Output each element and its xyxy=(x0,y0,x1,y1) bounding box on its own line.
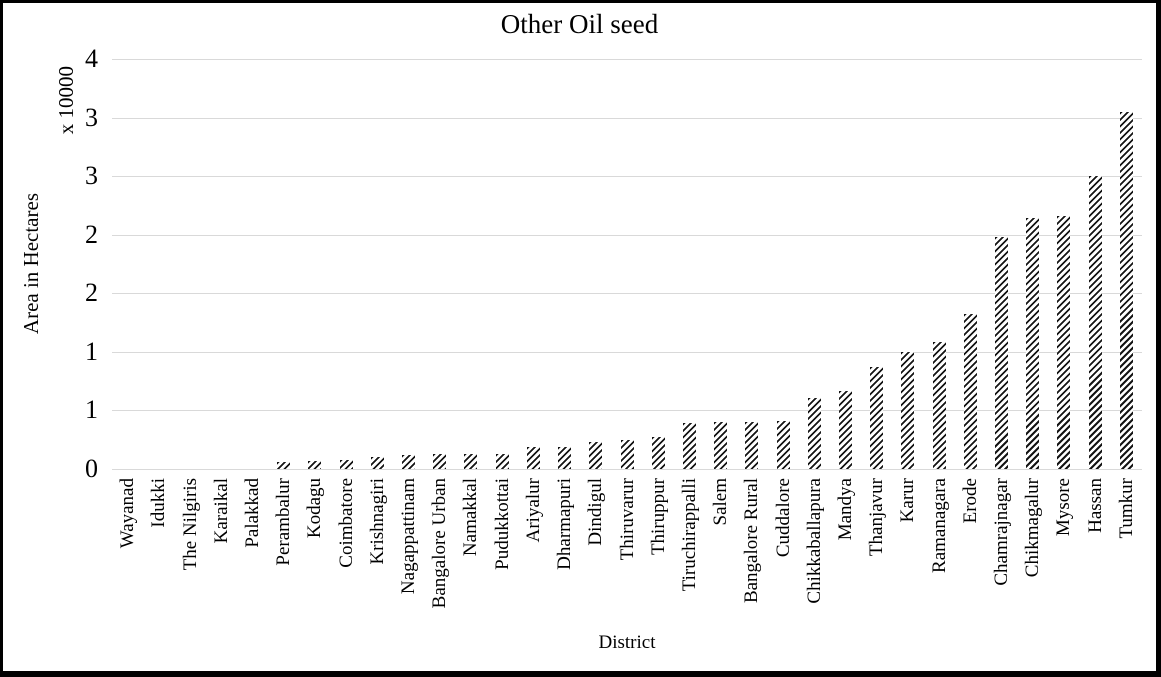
gridline xyxy=(112,469,1142,470)
bar-thiruppur xyxy=(651,437,665,469)
bar-erode xyxy=(963,314,977,469)
x-tick-label-ariyalur: Ariyalur xyxy=(522,478,544,543)
x-tick-label-krishnagiri: Krishnagiri xyxy=(366,478,388,565)
x-tick-label-cuddalore: Cuddalore xyxy=(772,478,794,558)
x-tick-label-palakkad: Palakkad xyxy=(241,478,263,548)
bar-dharmapuri xyxy=(558,446,572,469)
bar-pudukkottai xyxy=(495,453,509,469)
plot-area: 0 1 1 2 2 3 3 4 Wayanad Idukki The Nilgiris Karaika… xyxy=(3,3,1156,671)
x-tick-label-ramanagara: Ramanagara xyxy=(928,478,950,573)
bar-namakkal xyxy=(464,453,478,469)
y-tick-label: 2 xyxy=(85,278,98,308)
x-tick-label-bangalore-urban: Bangalore Urban xyxy=(429,478,451,609)
x-tick-label-mysore: Mysore xyxy=(1053,478,1075,537)
x-tick-label-salem: Salem xyxy=(710,478,732,526)
x-tick-label-tumkur: Tumkur xyxy=(1115,478,1137,539)
x-tick-label-thiruvarur: Thiruvarur xyxy=(616,478,638,561)
x-tick-label-chikkaballapura: Chikkaballapura xyxy=(803,478,825,604)
bar-kodagu xyxy=(308,460,322,469)
x-tick-label-nagappattinam: Nagappattinam xyxy=(398,478,419,595)
x-tick-label-thiruppur: Thiruppur xyxy=(647,478,669,556)
x-tick-label-thanjavur: Thanjavur xyxy=(866,478,888,557)
x-tick-label-chamrajnagar: Chamrajnagar xyxy=(991,478,1013,586)
bar-bangalore-urban xyxy=(433,453,447,469)
x-tick-label-erode: Erode xyxy=(959,478,981,524)
x-tick-label-mandya: Mandya xyxy=(834,478,856,541)
x-tick-label-dharmapuri: Dharmapuri xyxy=(554,478,576,570)
x-tick-label-tiruchirappalli: Tiruchirappalli xyxy=(678,478,700,592)
bar-dindigul xyxy=(589,442,603,469)
bar-tiruchirappalli xyxy=(682,423,696,469)
bar-salem xyxy=(714,422,728,469)
y-tick-label: 3 xyxy=(85,161,98,191)
x-tick-label-bangalore-rural: Bangalore Rural xyxy=(741,478,763,604)
x-tick-label-coimbatore: Coimbatore xyxy=(335,478,357,568)
x-tick-label-idukki: Idukki xyxy=(148,478,170,528)
x-tick-label-perambalur: Perambalur xyxy=(273,478,295,566)
bar-chamrajnagar xyxy=(995,237,1009,469)
y-tick-label: 1 xyxy=(85,395,98,425)
bar-karur xyxy=(901,351,915,469)
y-tick-label: 0 xyxy=(85,454,98,483)
bar-tumkur xyxy=(1119,111,1133,469)
bar-bangalore-rural xyxy=(745,422,759,469)
y-tick-label: 3 xyxy=(85,102,98,132)
gridline xyxy=(112,176,1142,178)
bar-ariyalur xyxy=(526,446,540,469)
x-tick-label-the-nilgiris: The Nilgiris xyxy=(179,478,201,571)
y-tick-label: 1 xyxy=(85,336,98,366)
x-tick-label-kodagu: Kodagu xyxy=(304,478,326,539)
gridline xyxy=(112,234,1142,236)
bar-cuddalore xyxy=(776,420,790,469)
x-axis-title: District xyxy=(598,632,656,653)
x-tick-label-namakkal: Namakkal xyxy=(460,478,482,557)
bar-krishnagiri xyxy=(370,457,384,469)
x-tick-label-dindigul: Dindigul xyxy=(585,478,607,546)
x-tick-label-karaikal: Karaikal xyxy=(210,478,232,544)
bar-perambalur xyxy=(277,461,291,469)
bar-coimbatore xyxy=(339,459,353,469)
bar-mandya xyxy=(838,390,852,469)
x-tick-label-pudukkottai: Pudukkottai xyxy=(491,478,513,570)
gridline xyxy=(112,410,1142,412)
chart-title: Other Oil seed xyxy=(500,9,659,39)
bar-ramanagara xyxy=(932,342,946,469)
gridline xyxy=(112,293,1142,295)
bar-thiruvarur xyxy=(620,439,634,469)
gridline xyxy=(112,59,1142,60)
bar-hassan xyxy=(1088,176,1102,469)
bar-chikkaballapura xyxy=(807,397,821,469)
bar-nagappattinam xyxy=(402,454,415,469)
x-tick-label-hassan: Hassan xyxy=(1084,478,1106,533)
gridline xyxy=(112,351,1142,353)
bar-mysore xyxy=(1057,215,1071,469)
bar-chikmagalur xyxy=(1026,218,1040,469)
x-tick-label-chikmagalur: Chikmagalur xyxy=(1022,478,1044,578)
x-tick-label-karur: Karur xyxy=(897,478,919,523)
y-tick-label: 4 xyxy=(85,44,98,73)
gridline xyxy=(112,117,1142,119)
x-tick-label-wayanad: Wayanad xyxy=(117,478,139,549)
bar-thanjavur xyxy=(870,367,884,469)
y-tick-label: 2 xyxy=(85,219,98,249)
